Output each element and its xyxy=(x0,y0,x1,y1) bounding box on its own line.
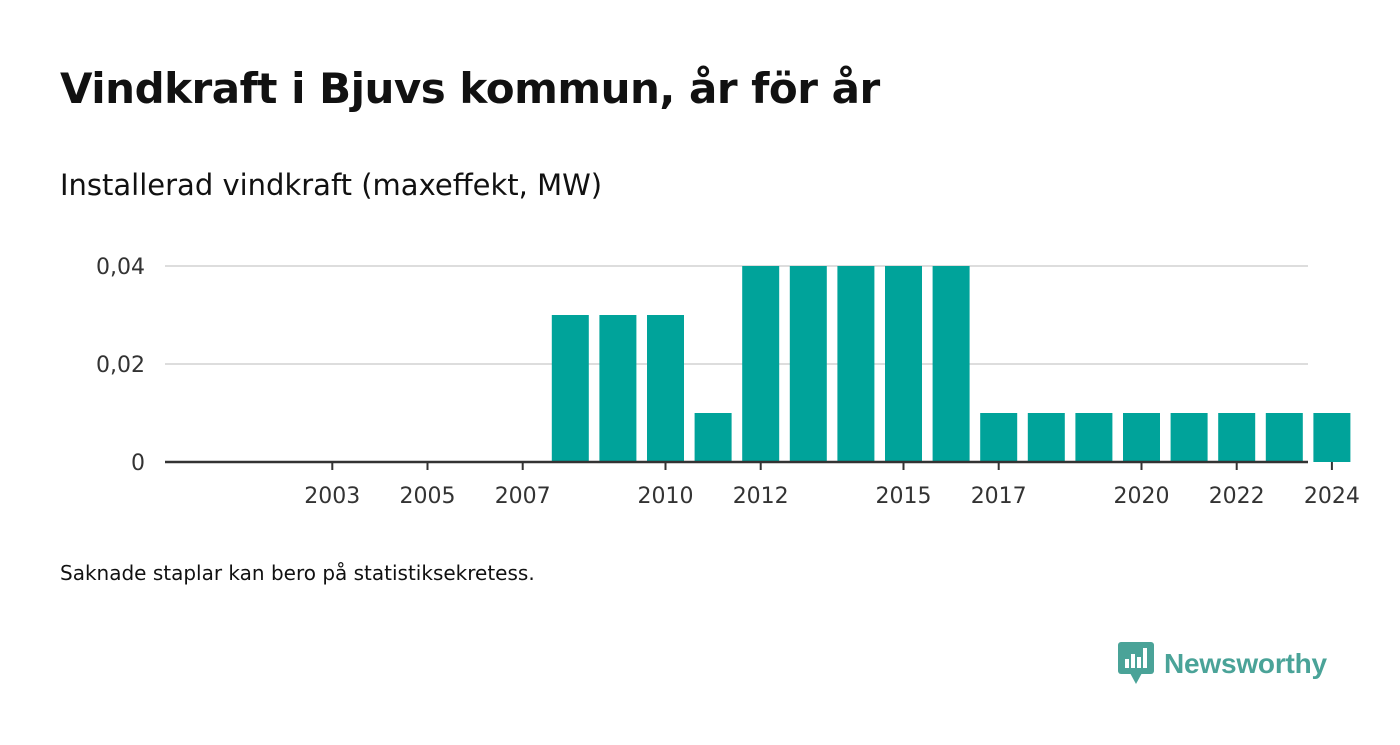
bar xyxy=(1170,413,1208,462)
bar xyxy=(1313,413,1351,462)
bar xyxy=(1265,413,1303,462)
bar xyxy=(837,266,875,462)
bar xyxy=(694,413,732,462)
x-tick-label: 2012 xyxy=(733,484,789,509)
axes xyxy=(165,460,1333,470)
bar xyxy=(980,413,1018,462)
y-tick-label: 0,02 xyxy=(96,353,145,378)
bar xyxy=(551,315,589,462)
footnote: Saknade staplar kan bero på statistiksek… xyxy=(60,561,535,585)
x-tick-label: 2003 xyxy=(304,484,360,509)
bar xyxy=(1123,413,1160,462)
x-tick-label: 2017 xyxy=(971,484,1027,509)
bar xyxy=(885,266,922,462)
bars xyxy=(551,266,1351,462)
x-tick-label: 2022 xyxy=(1209,484,1265,509)
y-tick-label: 0 xyxy=(131,451,145,476)
chart-title: Vindkraft i Bjuvs kommun, år för år xyxy=(60,64,880,113)
x-tick-label: 2010 xyxy=(638,484,694,509)
y-tick-label: 0,04 xyxy=(96,255,145,280)
tick-labels: 0 0,02 0,04 2003 2005 2007 2010 2012 2015 2017 202… xyxy=(96,255,1360,509)
bar-chart-speech-bubble-icon xyxy=(1118,642,1154,684)
bar xyxy=(1075,413,1113,462)
grid-lines xyxy=(165,265,1308,365)
x-tick-label: 2005 xyxy=(400,484,456,509)
x-tick-label: 2015 xyxy=(876,484,932,509)
bar xyxy=(932,266,970,462)
bar xyxy=(599,315,637,462)
bar xyxy=(789,266,827,462)
bar xyxy=(742,266,780,462)
chart-subtitle: Installerad vindkraft (maxeffekt, MW) xyxy=(60,168,603,202)
brand-logo: Newsworthy xyxy=(1118,642,1327,686)
x-tick-label: 2007 xyxy=(495,484,551,509)
x-tick-label: 2020 xyxy=(1114,484,1170,509)
x-tick-label: 2024 xyxy=(1304,484,1360,509)
brand-name: Newsworthy xyxy=(1164,648,1327,679)
bar xyxy=(1027,413,1065,462)
bar xyxy=(1218,413,1256,462)
bar xyxy=(647,315,684,462)
